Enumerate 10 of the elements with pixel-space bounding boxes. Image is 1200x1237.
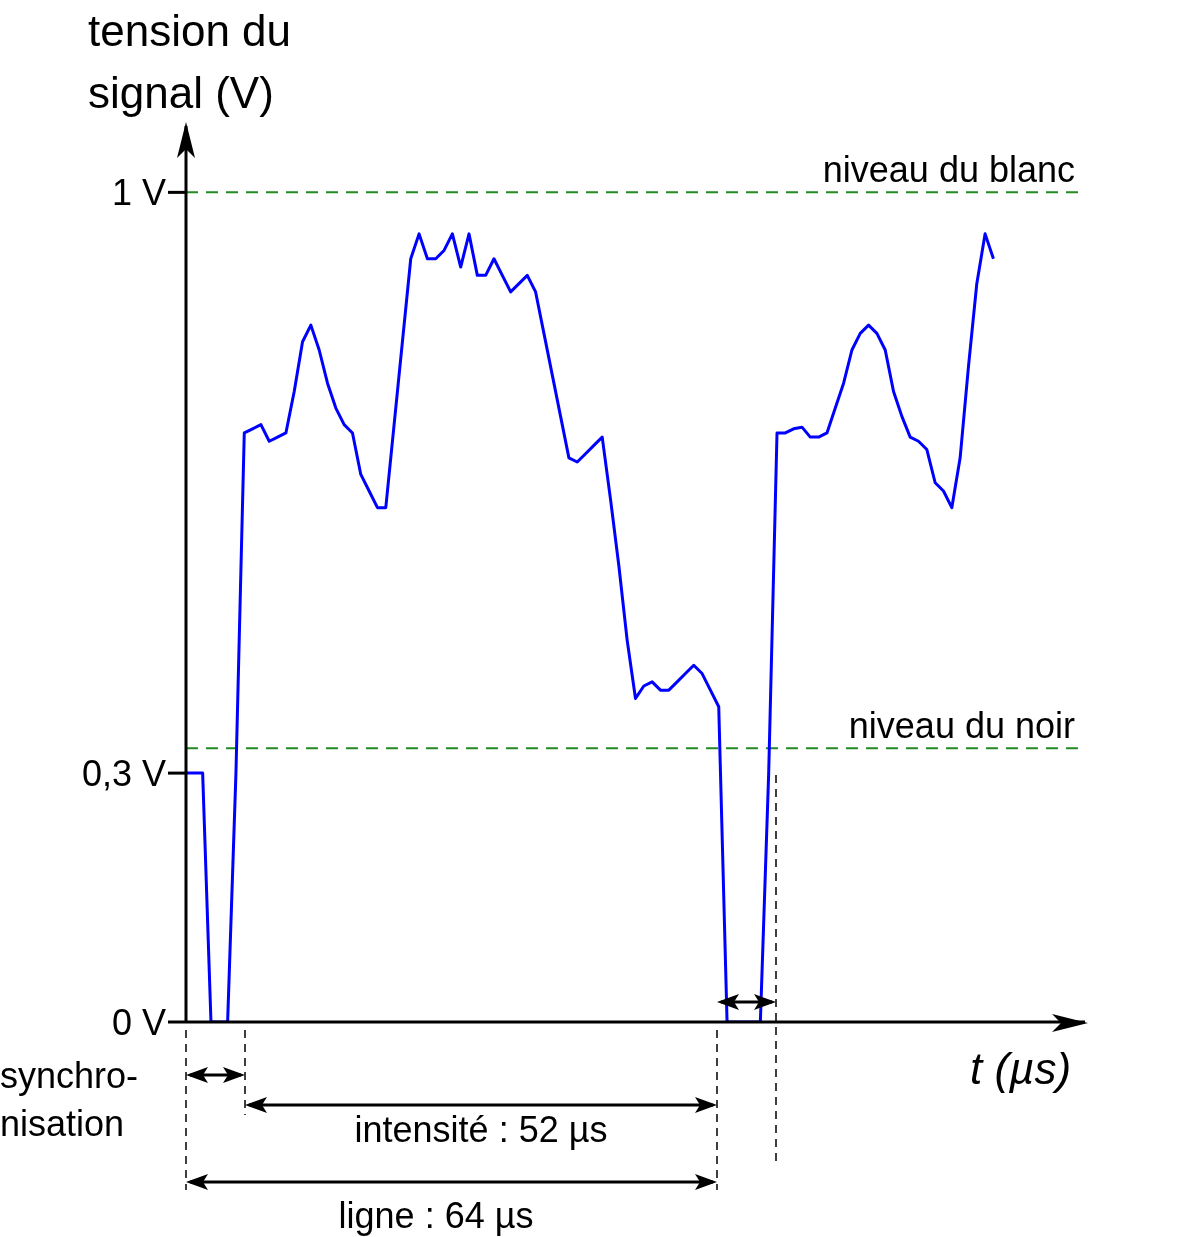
y-tick-label: 0 V <box>111 1001 166 1043</box>
y-tick-label: 0,3 V <box>81 752 166 794</box>
ref-line-label: niveau du noir <box>848 705 1075 747</box>
ref-line-label: niveau du blanc <box>822 149 1075 191</box>
y-tick-label: 1 V <box>111 172 166 214</box>
text: intensité : 52 µs <box>353 1108 609 1152</box>
text: ligne : 64 µs <box>337 1194 535 1237</box>
x-axis-title: t (µs) <box>970 1044 1072 1094</box>
text: synchro-nisation <box>0 1054 140 1146</box>
y-axis-title: tension du signal (V) <box>88 5 293 119</box>
